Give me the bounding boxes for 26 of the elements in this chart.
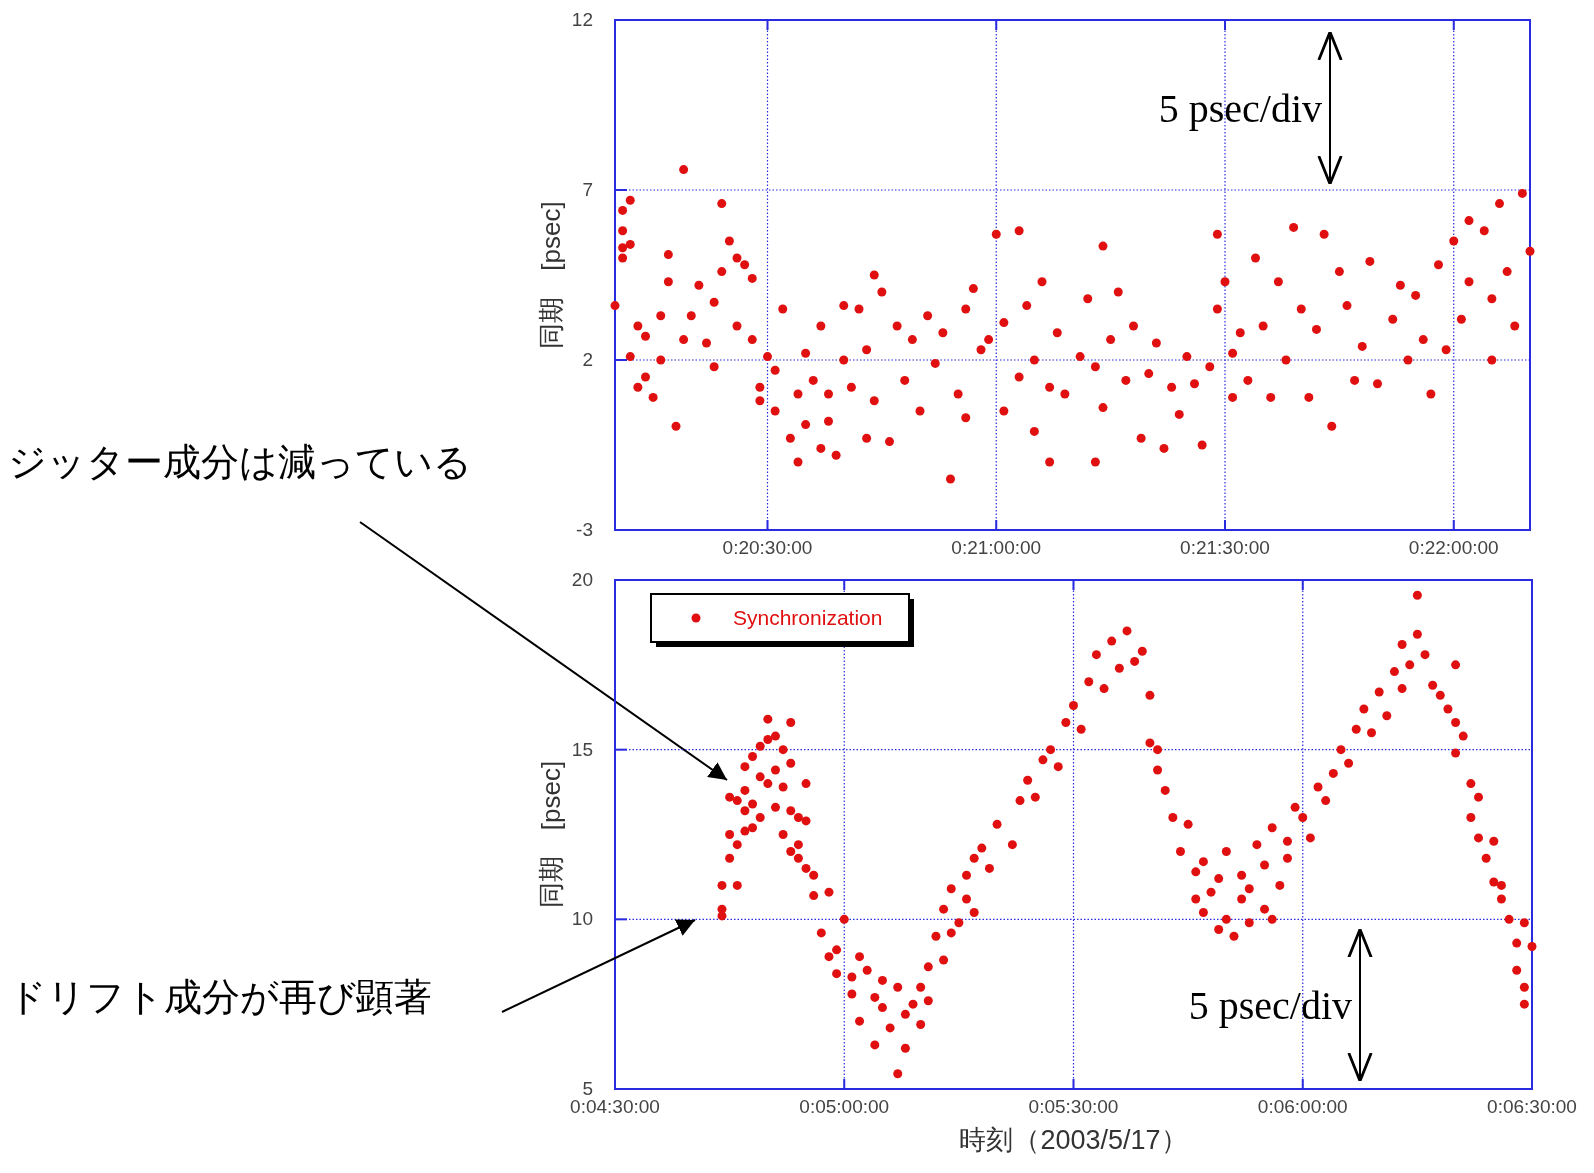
legend-label: Synchronization bbox=[733, 606, 883, 629]
y-tick-label: 12 bbox=[571, 9, 593, 30]
text: ドリフト成分が再び顕著 bbox=[8, 976, 432, 1018]
x-tick-label: 0:05:00:00 bbox=[799, 1096, 890, 1117]
y-tick-label: 15 bbox=[571, 738, 593, 760]
y-tick-label: -3 bbox=[576, 519, 593, 540]
legend: Synchronization bbox=[650, 593, 914, 647]
x-tick-label: 0:20:30:00 bbox=[722, 537, 813, 558]
x-tick-label: 0:21:00:00 bbox=[951, 537, 1042, 558]
annotation: 5 psec/div bbox=[1158, 86, 1322, 131]
y-tick-label: 7 bbox=[582, 179, 593, 200]
y-tick-label: 5 bbox=[582, 1078, 593, 1099]
text: ジッター成分は減っている bbox=[8, 441, 472, 483]
y-axis-title: 同期 [psec] bbox=[536, 760, 566, 909]
x-axis-title: 時刻（2003/5/17） bbox=[959, 1125, 1188, 1155]
y-tick-label: 20 bbox=[571, 569, 593, 590]
x-tick-label: 0:21:30:00 bbox=[1180, 537, 1270, 558]
y-axis-title: 同期 [psec] bbox=[536, 201, 566, 349]
x-tick-label: 0:22:00:00 bbox=[1408, 537, 1499, 558]
x-tick-label: 0:05:30:00 bbox=[1028, 1096, 1119, 1117]
y-tick-label: 10 bbox=[571, 908, 593, 930]
annotation: 5 psec/div bbox=[1188, 983, 1352, 1029]
y-tick-label: 2 bbox=[582, 349, 593, 370]
x-tick-label: 0:06:00:00 bbox=[1257, 1096, 1348, 1117]
x-tick-label: 0:04:30:00 bbox=[570, 1096, 660, 1117]
x-tick-label: 0:06:30:00 bbox=[1487, 1096, 1577, 1117]
